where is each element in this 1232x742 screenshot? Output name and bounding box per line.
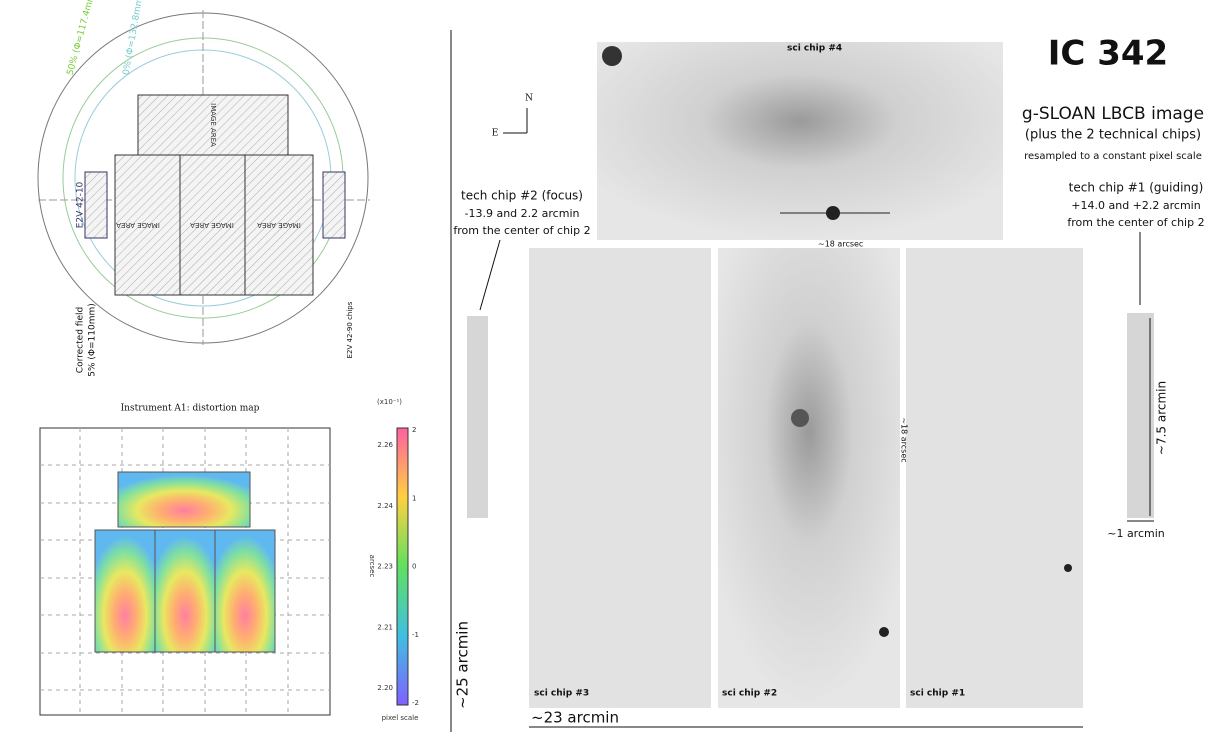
tech-chip-label: tech chip #2 (focus) <box>461 189 583 203</box>
tech-chip <box>84 171 108 239</box>
colorbar <box>396 427 409 706</box>
annotation: E2V 42-10 <box>76 181 86 228</box>
subtitle: g-SLOAN LBCB image <box>1022 104 1204 124</box>
tech-chip-label: tech chip #1 (guiding) <box>1069 181 1204 195</box>
compass-label: E <box>492 129 499 139</box>
instrument-diagram: IMAGE AREA IMAGE AREA IMAGE AREA IMAGE A… <box>37 0 370 377</box>
scale-label: ~23 arcmin <box>531 709 619 727</box>
chip <box>214 529 276 653</box>
colorbar-tick-label: 2.24 <box>377 502 393 510</box>
chip <box>244 154 314 296</box>
chip-label: sci chip #2 <box>722 689 777 699</box>
colorbar-unit: (x10⁻¹) <box>377 398 402 406</box>
sci-chip <box>718 248 900 708</box>
scale-label: ~7.5 arcmin <box>1155 381 1169 455</box>
sci-chip <box>597 42 1003 240</box>
chip <box>117 471 251 528</box>
chip-label: IMAGE AREA <box>190 221 234 229</box>
subtitle: resampled to a constant pixel scale <box>1024 151 1202 162</box>
mosaic: sci chip #4 sci chip #3 sci chip #2 sci … <box>450 30 1205 732</box>
arrow <box>479 239 501 311</box>
colorbar-tick-label: 1 <box>412 494 416 502</box>
galaxy-core <box>791 409 809 427</box>
annotation: 0% (Φ=132.8mm) <box>122 0 146 76</box>
distortion-map: Instrument A1: distortion map (x10⁻¹) ar… <box>39 398 419 722</box>
chip-label: IMAGE AREA <box>209 103 217 147</box>
annotation: Corrected field <box>76 307 86 373</box>
annotation: 5% (Φ=110mm) <box>88 303 98 377</box>
colorbar-tick-label: 2.26 <box>377 441 393 449</box>
colorbar-tick-label: 2.23 <box>377 563 393 571</box>
annotation: E2V 42-90 chips <box>346 301 354 358</box>
gap-label: ~18 arcsec <box>818 240 863 249</box>
star <box>1064 564 1072 572</box>
chip-label: sci chip #3 <box>534 689 589 699</box>
annotation: 50% (Φ=117.4mm) <box>66 0 98 76</box>
scale-label: ~25 arcmin <box>454 621 472 709</box>
title: IC 342 <box>1048 34 1168 74</box>
sci-chip <box>529 248 711 708</box>
tech-chip-label: -13.9 and 2.2 arcmin <box>465 207 580 220</box>
tech-chip <box>467 316 488 518</box>
chip <box>94 529 156 653</box>
colorbar-footer: pixel scale <box>382 714 419 722</box>
colorbar-tick-label: 2.20 <box>377 684 393 692</box>
colorbar-tick-label: 0 <box>412 563 416 571</box>
sci-chip <box>906 248 1083 708</box>
tech-chip-label: from the center of chip 2 <box>453 224 590 237</box>
subtitle: (plus the 2 technical chips) <box>1025 128 1201 143</box>
tech-chip-label: from the center of chip 2 <box>1067 216 1204 229</box>
chip-label: sci chip #1 <box>910 689 965 699</box>
chip-label: IMAGE AREA <box>257 221 301 229</box>
colorbar-axis-label: arcsec <box>368 555 376 578</box>
star <box>602 46 622 66</box>
colorbar-tick-label: -2 <box>412 699 419 707</box>
scale-label: ~1 arcmin <box>1107 527 1165 540</box>
colorbar-tick-label: 2.21 <box>377 623 393 631</box>
colorbar-tick-label: 2 <box>412 426 416 434</box>
chip-label: IMAGE AREA <box>116 221 160 229</box>
tech-chip <box>322 171 346 239</box>
gap-label: ~18 arcsec <box>900 417 909 462</box>
chip <box>154 529 216 653</box>
compass-label: N <box>525 94 533 104</box>
chip-label: sci chip #4 <box>787 44 842 54</box>
tech-chip-label: +14.0 and +2.2 arcmin <box>1071 199 1200 212</box>
colorbar-ticks: 2.26 2.24 2.23 2.21 2.20 2 1 0 -1 -2 <box>377 426 419 707</box>
colorbar-tick-label: -1 <box>412 631 419 639</box>
map-title: Instrument A1: distortion map <box>121 404 260 414</box>
star <box>879 627 889 637</box>
